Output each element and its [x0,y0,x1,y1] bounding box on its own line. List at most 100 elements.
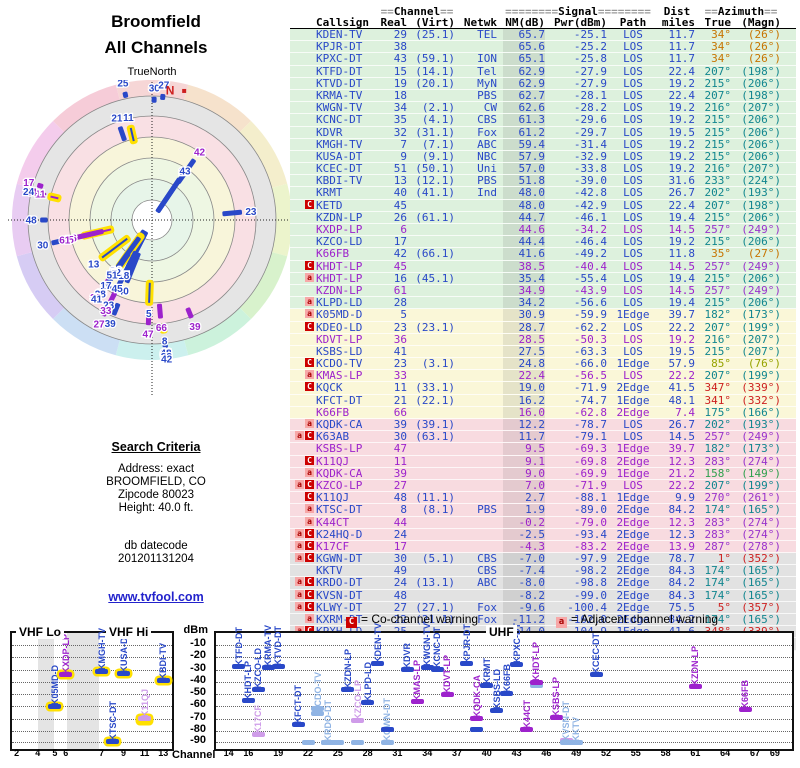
true-north-label: TrueNorth [127,66,177,78]
tvfool-link[interactable]: www.tvfool.com [108,590,204,604]
warning-markers [290,102,314,112]
callsign-link[interactable]: KVSN-DT [316,588,363,602]
nw-cell: NBC [477,149,497,163]
pw-cell: -83.2 [573,539,607,553]
channel-tick-label: 13 [158,748,169,758]
callsign-link[interactable]: K11QJ [316,491,350,505]
callsign-link[interactable]: KPJR-DT [316,40,363,54]
callsign-link[interactable]: KUSA-DT [316,149,363,163]
channel-tick-label: 37 [452,748,463,758]
callsign-link[interactable]: KRMT [316,186,343,200]
nw-cell [461,309,497,320]
callsign-link[interactable]: KETD [316,198,343,212]
pw-cell: -46.4 [573,235,607,249]
callsign-link[interactable]: KZCO-LD [316,235,363,249]
callsign-link[interactable]: KCDO-TV [316,357,363,371]
nw-cell: ABC [477,576,497,590]
callsign-link[interactable]: KRMA-TV [316,88,363,102]
callsign-link[interactable]: K63AB [316,430,350,444]
callsign-link[interactable]: KPXC-DT [316,52,363,66]
callsign-link[interactable]: KQDK-CA [316,418,363,431]
callsign-link[interactable]: K24HQ-D [316,527,363,541]
warning-markers [290,565,314,575]
nw-cell [461,529,497,540]
pa-cell: LOS [623,101,643,115]
col-header-callsign: Callsign [316,16,369,29]
callsign-link[interactable]: KCNC-DT [316,113,363,127]
callsign-link[interactable]: K05MD-D [316,308,363,322]
callsign-link[interactable]: KHDT-LP [316,271,363,285]
callsign-link[interactable]: K66FB [316,405,350,419]
signal-bar-kusa-dt [117,670,131,676]
callsign-link[interactable]: KLWY-DT [316,600,363,614]
warning-markers: C [290,199,314,210]
dbm-tick-label: -60 [190,698,206,711]
re-cell: 13 [393,174,407,188]
warning-markers: a [290,309,314,319]
mi-cell: 19.2 [668,149,696,163]
callsign-link[interactable]: K44CT [316,515,350,529]
channel-tick-label: 5 [52,748,58,758]
re-cell: 5 [400,308,407,322]
callsign-link[interactable]: KQCK [316,381,343,395]
callsign-link[interactable]: KTSC-DT [316,503,363,517]
callsign-link[interactable]: KWGN-TV [316,101,363,115]
callsign-link[interactable]: KZDN-LP [316,210,363,224]
table-row-k24hq-d: a C K24HQ-D 24 -2.5 -93.4 2Edge 12.3 283° (274°) [290,527,796,541]
callsign-link[interactable]: KDVT-LP [316,332,363,346]
nm-cell: 7.0 [503,480,545,491]
dbm-gridline [12,645,172,646]
callsign-link[interactable]: KHDT-LP [316,259,363,273]
pa-cell: LOS [623,137,643,151]
table-row-ksbs-ld: KSBS-LD 41 27.5 -63.3 LOS 19.5 215° (207°) [290,344,796,359]
vi-cell: (66.1) [415,247,455,261]
mg-cell: (332°) [741,393,781,407]
callsign-link[interactable]: KFCT-DT [316,393,363,407]
callsign-link[interactable]: KBDI-TV [316,174,363,188]
radar-channel-label: 22 [161,352,173,363]
radar-channel-label: 11 [123,113,134,124]
callsign-link[interactable]: KZCO-LP [316,478,363,492]
callsign-link[interactable]: KSBS-LP [316,442,363,456]
callsign-link[interactable]: KCEC-DT [316,162,363,176]
pa-cell: LOS [623,223,643,236]
radar-bar-k66fb [176,158,196,184]
callsign-link[interactable]: KLPD-LD [316,296,363,310]
signal-bar-kdvt-lp [440,691,454,697]
callsign-link[interactable]: K66FB [316,247,350,261]
mi-cell: 19.5 [668,344,696,358]
mg-cell: (198°) [741,88,781,102]
callsign-link[interactable]: KDVR [316,125,343,139]
callsign-link[interactable]: KMGH-TV [316,137,363,151]
callsign-link[interactable]: KKTV [316,564,343,578]
callsign-link[interactable]: KXDP-LP [316,223,363,236]
co-channel-legend: C = Co-channel warning [346,612,478,628]
radar-bar-k24hq-d [37,191,44,198]
table-row-kmas-lp: a KMAS-LP 33 22.4 -56.5 LOS 22.2 207° (199°) [290,369,796,383]
callsign-link[interactable]: KDEN-TV [316,28,363,41]
re-cell: 43 [393,52,407,66]
radar-bar [176,158,196,184]
mg-cell: (165°) [741,588,781,602]
mg-cell: (274°) [741,527,781,541]
callsign-link[interactable]: KTVD-DT [316,76,363,90]
mg-cell: (173°) [741,308,781,322]
callsign-link[interactable]: K11QJ [316,454,350,468]
callsign-link[interactable]: K17CF [316,539,350,553]
nw-cell [461,41,497,52]
channel-tick-label: 6 [63,748,69,758]
callsign-link[interactable]: KXRM-DT [316,613,363,626]
callsign-link[interactable]: KSBS-LD [316,344,363,358]
mg-cell: (249°) [741,283,781,297]
callsign-link[interactable]: KMAS-LP [316,369,363,383]
table-row-kbdi-tv: KBDI-TV 13 (12.1) PBS 51.8 -39.0 LOS 31.6 233° (2… [290,174,796,188]
station-label-kzdn-lp: KZDN-LP [690,646,701,686]
callsign-link[interactable]: KGWN-DT [316,552,363,566]
callsign-link[interactable]: KRDO-DT [316,576,363,590]
callsign-link[interactable]: KQDK-CA [316,466,363,480]
callsign-link[interactable]: KTFD-DT [316,64,363,78]
mi-cell: 22.4 [668,198,696,212]
channel-tick-label: 69 [769,748,780,758]
callsign-link[interactable]: KDEO-LD [316,320,363,334]
callsign-link[interactable]: KZDN-LP [316,283,363,297]
